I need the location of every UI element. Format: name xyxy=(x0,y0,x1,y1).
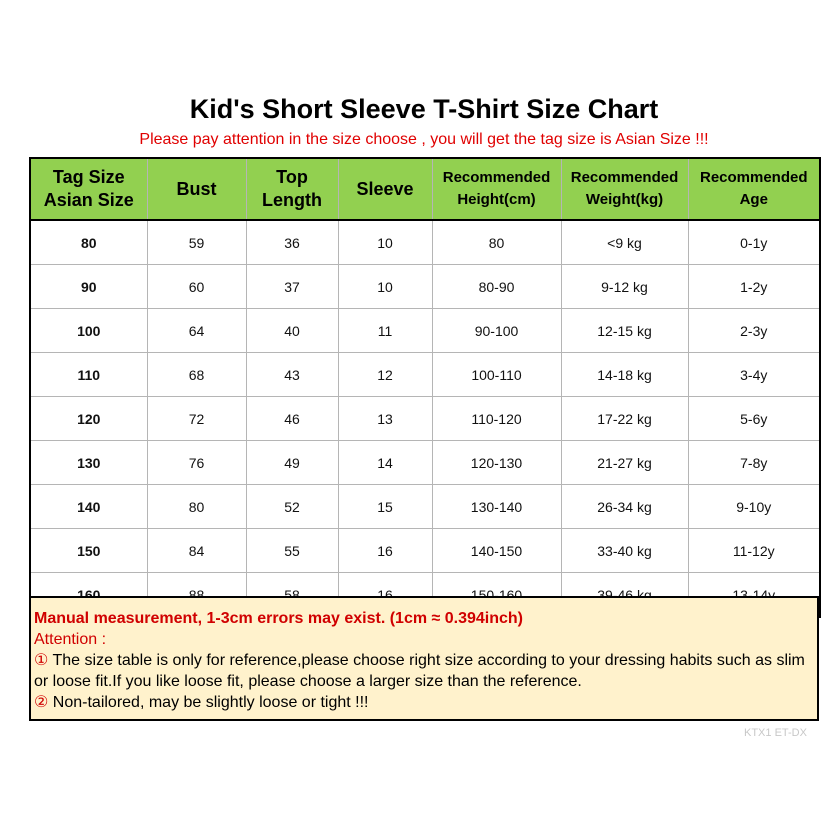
table-cell: 0-1y xyxy=(687,219,821,265)
table-cell: 33-40 kg xyxy=(560,528,689,573)
column-header-text: Recommended xyxy=(442,169,551,186)
table-cell: 130-140 xyxy=(431,484,562,529)
note-item-1: ① The size table is only for reference,p… xyxy=(34,650,817,692)
table-row: 150 84 55 16 140-150 33-40 kg 11-12y xyxy=(29,528,821,573)
table-cell: 14 xyxy=(337,440,433,485)
column-header: Tag Size Asian Size xyxy=(29,157,148,221)
column-header-text: Bust xyxy=(176,178,217,199)
column-header: Bust xyxy=(146,157,247,221)
table-cell: 140-150 xyxy=(431,528,562,573)
table-row: 130 76 49 14 120-130 21-27 kg 7-8y xyxy=(29,440,821,485)
column-header: Recommended Weight(kg) xyxy=(560,157,689,221)
column-header: Sleeve xyxy=(337,157,433,221)
product-code: KTX1 ET-DX xyxy=(744,727,807,739)
column-header-text: Height(cm) xyxy=(457,191,536,208)
size-table: Tag Size Asian Size Bust Top Length Sleeve Rec… xyxy=(29,157,821,618)
note-item-2: ② Non-tailored, may be slightly loose or… xyxy=(34,692,817,713)
table-cell: <9 kg xyxy=(560,219,689,265)
table-cell: 72 xyxy=(146,396,247,441)
column-header: Top Length xyxy=(245,157,339,221)
table-cell: 80 xyxy=(431,219,562,265)
table-cell: 100 xyxy=(29,308,148,353)
table-cell: 37 xyxy=(245,264,339,309)
table-cell: 64 xyxy=(146,308,247,353)
table-cell: 43 xyxy=(245,352,339,397)
table-row: 100 64 40 11 90-100 12-15 kg 2-3y xyxy=(29,308,821,353)
table-cell: 36 xyxy=(245,219,339,265)
table-cell: 55 xyxy=(245,528,339,573)
table-cell: 9-10y xyxy=(687,484,821,529)
table-cell: 11 xyxy=(337,308,433,353)
table-cell: 52 xyxy=(245,484,339,529)
table-row: 80 59 36 10 80 <9 kg 0-1y xyxy=(29,219,821,265)
table-cell: 49 xyxy=(245,440,339,485)
circled-1-marker: ① xyxy=(34,652,49,669)
table-cell: 10 xyxy=(337,264,433,309)
column-header-text: Age xyxy=(739,191,768,208)
table-cell: 5-6y xyxy=(687,396,821,441)
table-cell: 120-130 xyxy=(431,440,562,485)
subtitle: Please pay attention in the size choose … xyxy=(139,131,709,148)
table-cell: 150 xyxy=(29,528,148,573)
table-cell: 100-110 xyxy=(431,352,562,397)
table-cell: 120 xyxy=(29,396,148,441)
column-header-text: Weight(kg) xyxy=(585,191,664,208)
header-row: Tag Size Asian Size Bust Top Length Sleeve Rec… xyxy=(29,157,821,221)
column-header-text: Recommended xyxy=(570,169,679,186)
table-cell: 26-34 kg xyxy=(560,484,689,529)
table-cell: 13 xyxy=(337,396,433,441)
table-cell: 110-120 xyxy=(431,396,562,441)
column-header-text: Top xyxy=(276,167,308,187)
column-header-text: Asian Size xyxy=(43,190,134,210)
table-cell: 10 xyxy=(337,219,433,265)
table-cell: 3-4y xyxy=(687,352,821,397)
table-cell: 90-100 xyxy=(431,308,562,353)
table-cell: 84 xyxy=(146,528,247,573)
attention-label: Attention : xyxy=(34,631,107,648)
table-row: 120 72 46 13 110-120 17-22 kg 5-6y xyxy=(29,396,821,441)
column-header-text: Tag Size xyxy=(52,167,125,187)
table-cell: 140 xyxy=(29,484,148,529)
table-cell: 130 xyxy=(29,440,148,485)
table-cell: 1-2y xyxy=(687,264,821,309)
table-row: 140 80 52 15 130-140 26-34 kg 9-10y xyxy=(29,484,821,529)
table-row: 90 60 37 10 80-90 9-12 kg 1-2y xyxy=(29,264,821,309)
table-cell: 14-18 kg xyxy=(560,352,689,397)
column-header: Recommended Age xyxy=(687,157,821,221)
notes-box: Manual measurement, 1-3cm errors may exi… xyxy=(29,596,819,721)
table-cell: 9-12 kg xyxy=(560,264,689,309)
column-header-text: Length xyxy=(262,190,322,210)
table-cell: 21-27 kg xyxy=(560,440,689,485)
table-cell: 17-22 kg xyxy=(560,396,689,441)
table-cell: 68 xyxy=(146,352,247,397)
table-cell: 90 xyxy=(29,264,148,309)
table-cell: 80 xyxy=(146,484,247,529)
measurement-note: Manual measurement, 1-3cm errors may exi… xyxy=(34,610,523,627)
table-cell: 110 xyxy=(29,352,148,397)
column-header: Recommended Height(cm) xyxy=(431,157,562,221)
note-item-2-text: Non-tailored, may be slightly loose or t… xyxy=(48,694,369,711)
page-title: Kid's Short Sleeve T-Shirt Size Chart xyxy=(189,94,659,124)
column-header-text: Recommended xyxy=(699,169,808,186)
table-cell: 59 xyxy=(146,219,247,265)
circled-2-marker: ② xyxy=(34,694,49,711)
table-cell: 76 xyxy=(146,440,247,485)
table-cell: 40 xyxy=(245,308,339,353)
table-cell: 11-12y xyxy=(687,528,821,573)
table-cell: 2-3y xyxy=(687,308,821,353)
table-cell: 80 xyxy=(29,219,148,265)
table-cell: 7-8y xyxy=(687,440,821,485)
column-header-text: Sleeve xyxy=(356,178,414,199)
table-cell: 60 xyxy=(146,264,247,309)
table-row: 110 68 43 12 100-110 14-18 kg 3-4y xyxy=(29,352,821,397)
table-cell: 12 xyxy=(337,352,433,397)
table-cell: 46 xyxy=(245,396,339,441)
table-cell: 15 xyxy=(337,484,433,529)
table-cell: 12-15 kg xyxy=(560,308,689,353)
table-cell: 16 xyxy=(337,528,433,573)
note-item-1-text: The size table is only for reference,ple… xyxy=(34,652,805,690)
table-cell: 80-90 xyxy=(431,264,562,309)
